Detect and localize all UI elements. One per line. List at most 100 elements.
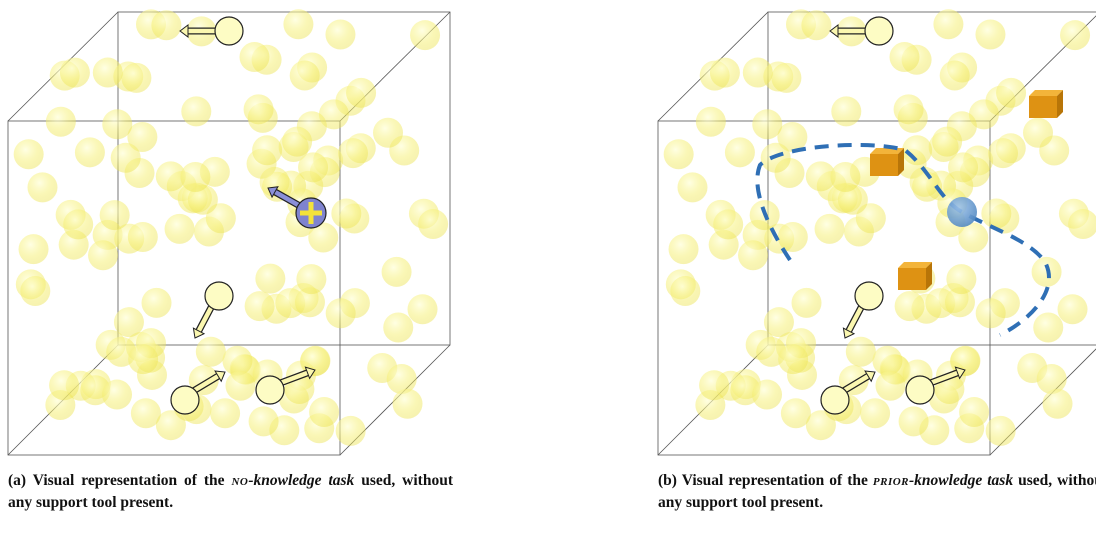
sphere	[187, 184, 218, 215]
particle	[214, 16, 244, 46]
sphere	[225, 370, 256, 401]
sphere	[127, 122, 158, 153]
sphere	[298, 152, 329, 183]
sphere	[959, 397, 990, 428]
sphere	[837, 184, 868, 215]
sphere	[932, 126, 963, 157]
sphere	[939, 60, 970, 91]
particle	[204, 281, 234, 311]
arrow-head	[954, 366, 966, 380]
sphere	[92, 57, 123, 88]
sphere	[699, 370, 730, 401]
sphere	[933, 9, 964, 40]
sphere	[791, 287, 822, 318]
orange-cube	[898, 262, 932, 290]
sphere	[668, 234, 699, 265]
sphere	[875, 370, 906, 401]
sphere	[709, 57, 740, 88]
sphere	[830, 162, 861, 193]
sphere	[985, 415, 1016, 446]
sphere	[255, 263, 286, 294]
dashed-path	[755, 143, 1051, 337]
sphere	[752, 109, 783, 140]
arrow-head	[864, 370, 876, 383]
sphere	[386, 364, 417, 395]
sphere	[18, 234, 49, 265]
sphere	[981, 198, 1012, 229]
sphere	[968, 99, 999, 130]
arrow-head	[214, 370, 226, 383]
sphere	[889, 42, 920, 73]
arrow-shaft	[273, 189, 302, 208]
sphere	[944, 287, 975, 318]
sphere	[294, 287, 325, 318]
arrow-head	[304, 366, 316, 380]
sphere	[308, 222, 339, 253]
sphere	[777, 221, 808, 252]
sphere	[283, 9, 314, 40]
sphere	[239, 42, 270, 73]
sphere	[180, 162, 211, 193]
arrow-head	[829, 24, 839, 38]
figure-panels	[7, 9, 1096, 456]
particle	[170, 385, 200, 415]
arrow-head	[192, 327, 206, 339]
sphere	[181, 96, 212, 127]
sphere	[121, 62, 152, 93]
sphere	[831, 96, 862, 127]
sphere	[845, 336, 876, 367]
cube-front	[7, 120, 341, 456]
caption-term: no	[231, 472, 249, 489]
sphere	[902, 135, 933, 166]
sphere	[248, 406, 279, 437]
markers	[170, 16, 966, 415]
caption-term: -knowledge task	[909, 472, 1014, 489]
sphere	[252, 135, 283, 166]
sphere	[975, 298, 1006, 329]
sphere	[996, 77, 1027, 108]
spheres-b	[663, 9, 1096, 446]
sphere	[289, 60, 320, 91]
sphere	[88, 240, 119, 271]
caption-term: -knowledge task	[248, 472, 355, 489]
sphere	[410, 20, 441, 51]
sphere	[805, 410, 836, 441]
cube-back	[767, 11, 1096, 346]
caption-a: (a) Visual representation of the no-know…	[8, 470, 453, 514]
caption-text: used, without any support tool present.	[658, 472, 1096, 511]
sphere	[860, 398, 891, 429]
particle	[255, 375, 285, 405]
sphere	[677, 172, 708, 203]
sphere	[1036, 364, 1067, 395]
sphere	[195, 336, 226, 367]
sphere	[164, 213, 195, 244]
sphere	[49, 370, 80, 401]
arrow-head	[842, 327, 856, 339]
sphere	[296, 264, 327, 295]
sphere	[958, 222, 989, 253]
particle	[854, 281, 884, 311]
sphere	[128, 344, 159, 375]
sphere	[27, 172, 58, 203]
sphere	[893, 94, 924, 125]
sphere	[210, 398, 241, 429]
sphere	[898, 406, 929, 437]
caption-text: used, without any support tool present.	[8, 472, 453, 511]
sphere	[912, 171, 943, 202]
sphere	[670, 276, 701, 307]
sphere	[946, 264, 977, 295]
sphere	[383, 312, 414, 343]
sphere	[155, 161, 186, 192]
arrow-head	[179, 24, 189, 38]
sphere	[13, 139, 44, 170]
sphere	[331, 198, 362, 229]
sphere	[780, 398, 811, 429]
arrow-head	[267, 186, 279, 199]
sphere	[20, 276, 51, 307]
caption-term: prior	[872, 472, 910, 489]
sphere	[894, 291, 925, 322]
sphere	[99, 200, 130, 231]
orange-cube	[870, 148, 904, 176]
sphere	[282, 126, 313, 157]
sphere	[110, 142, 141, 173]
